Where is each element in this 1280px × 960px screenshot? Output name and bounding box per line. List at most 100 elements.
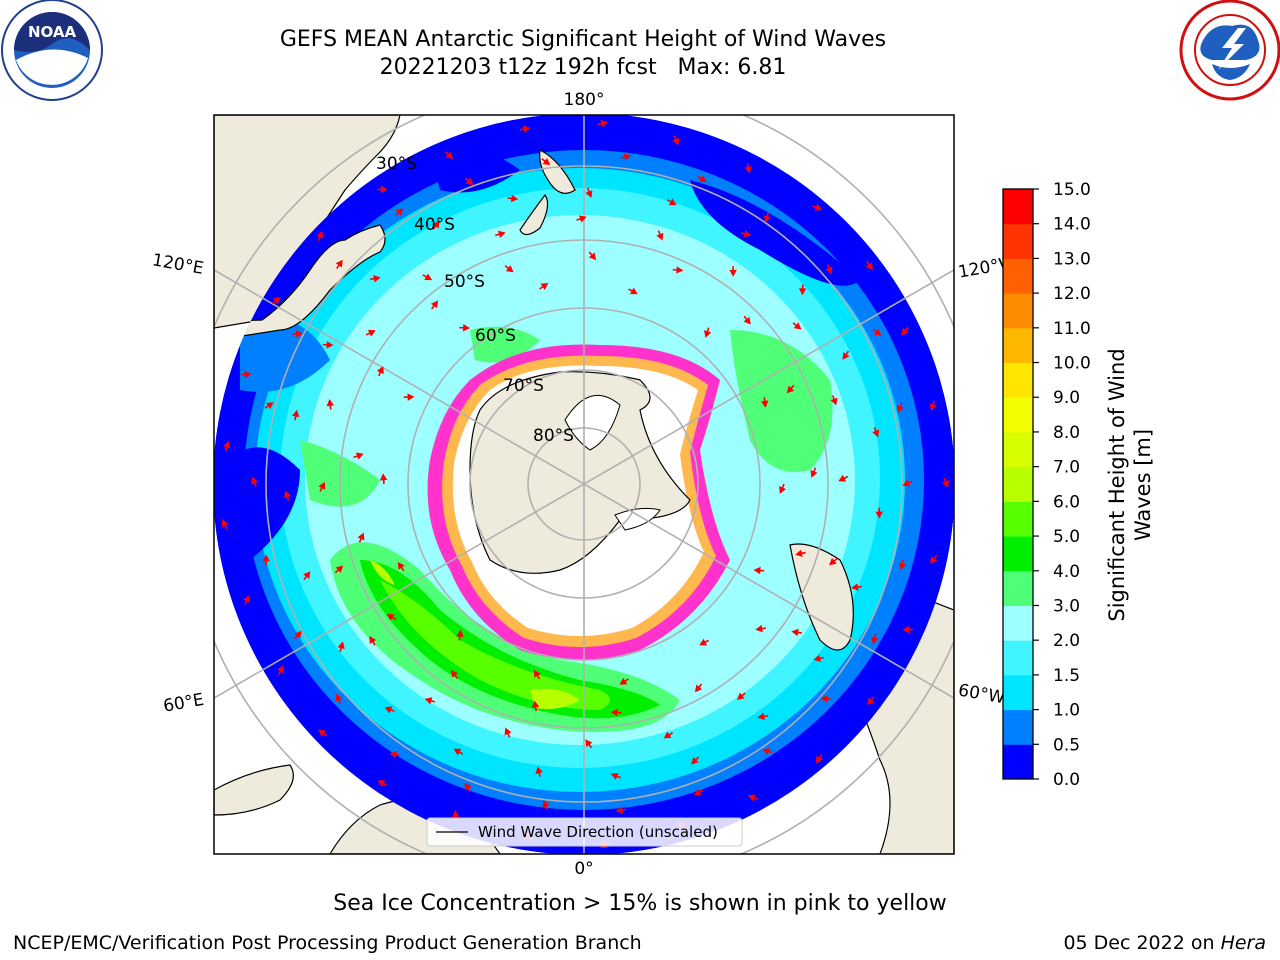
wave-arrow-head: [898, 562, 906, 571]
colorbar-ticks: 0.0 0.5 1.0 1.5 2.0 3.0 4.0 5.0 6.0 7.0 8.0 9.0 10.0…: [1033, 180, 1091, 790]
wave-arrow-head: [337, 641, 345, 650]
colorbar-segment: [1003, 570, 1033, 606]
colorbar-tick-label: 0.5: [1053, 735, 1080, 755]
wave-arrow-head: [386, 613, 395, 621]
wave-arrow-head: [355, 452, 364, 460]
wave-arrow-head: [326, 398, 334, 407]
colorbar-segment: [1003, 640, 1033, 676]
colorbar-tick-label: 12.0: [1053, 284, 1091, 304]
colorbar-tick-label: 1.0: [1053, 701, 1080, 721]
wave-arrow-head: [757, 712, 765, 721]
wave-arrow-head: [795, 549, 803, 557]
colorbar-segment: [1003, 258, 1033, 294]
wave-band-60: [530, 688, 580, 709]
colorbar-segment: [1003, 293, 1033, 329]
chart-title: GEFS MEAN Antarctic Significant Height o…: [279, 27, 887, 52]
wave-arrow-head: [373, 274, 381, 283]
wave-arrow-head: [335, 565, 344, 573]
wave-arrow-head: [456, 629, 464, 638]
wave-arrow-head: [830, 397, 838, 406]
map-frame: [213, 114, 955, 855]
wave-arrow-head: [277, 665, 284, 674]
wave-arrow-head: [842, 352, 850, 360]
wave-arrow-head: [453, 748, 462, 756]
colorbar-segment: [1003, 327, 1033, 364]
wave-arrow-head: [744, 166, 752, 174]
wave-arrow-head: [462, 324, 470, 332]
wave-arrow-head: [829, 557, 837, 566]
wave-arrow-head: [813, 654, 821, 663]
chart-subtitle: 20221203 t12z 192h fcst Max: 6.81: [379, 55, 787, 80]
wave-arrow-head: [668, 198, 677, 206]
wave-arrow-head: [691, 757, 699, 765]
noaa-logo-icon: NOAA: [1, 0, 103, 101]
wave-arrow-head: [698, 175, 707, 183]
lon-label-120e: 120°E: [151, 250, 205, 279]
colorbar-tick-label: 6.0: [1053, 492, 1080, 512]
colorbar-tick-label: 2.0: [1053, 631, 1080, 651]
wave-arrow-head: [464, 782, 472, 791]
wave-arrow-head: [793, 322, 802, 330]
wave-arrow-head: [753, 566, 761, 575]
wave-arrow-head: [676, 266, 684, 274]
wave-arrow-head: [445, 151, 454, 160]
wave-arrow-head: [318, 729, 326, 737]
wave-arrow-head: [896, 404, 904, 413]
wave-band-50: [380, 580, 610, 710]
wave-arrow-head: [578, 215, 587, 223]
lon-label-60w: 60°W: [957, 680, 1007, 708]
wave-arrow-head: [326, 341, 334, 349]
wave-arrow-head: [369, 636, 377, 644]
wave-arrow-head: [357, 532, 365, 541]
wave-arrow-head: [747, 794, 756, 802]
wave-arrow-head: [672, 137, 680, 146]
wind-wave-arrows: [221, 119, 949, 849]
wave-arrow-head: [630, 287, 638, 295]
lon-label-180: 180°: [564, 90, 605, 110]
wave-arrow-head: [533, 669, 541, 678]
colorbar-segment: [1003, 605, 1033, 641]
colorbar-tick-label: 5.0: [1053, 527, 1080, 547]
wave-arrow-head: [292, 409, 300, 418]
wave-arrow-head: [380, 185, 388, 194]
wave-arrow-head: [223, 440, 231, 449]
colorbar-tick-label: 3.0: [1053, 596, 1080, 616]
wave-arrow-head: [542, 157, 551, 166]
lon-label-0: 0°: [574, 859, 593, 879]
wave-arrow-head: [432, 220, 440, 229]
wave-arrow-head: [615, 806, 624, 814]
colorbar: [1003, 189, 1033, 780]
lon-label-60e: 60°E: [162, 690, 206, 717]
wave-arrow-head: [294, 630, 302, 639]
wave-arrow-head: [875, 511, 883, 519]
wave-arrow-head: [901, 327, 909, 336]
colorbar-tick-label: 14.0: [1053, 215, 1091, 235]
footer-branch: NCEP/EMC/Verification Post Processing Pr…: [13, 932, 642, 954]
wave-arrow-head: [283, 490, 292, 498]
footer-host: Hera: [1220, 932, 1266, 954]
wave-arrow-head: [699, 638, 708, 646]
wave-arrow-head: [244, 370, 252, 379]
wave-arrow-head: [296, 330, 303, 338]
colorbar-tick-label: 1.5: [1053, 666, 1080, 686]
wave-arrow-head: [902, 625, 910, 634]
wave-arrow-head: [376, 366, 384, 375]
wave-arrow-head: [736, 692, 745, 700]
wave-arrow-head: [873, 328, 882, 336]
wave-arrow-head: [265, 402, 274, 410]
wave-arrow-head: [221, 519, 229, 528]
lat-label-60s: 60°S: [475, 326, 516, 346]
wave-arrow-head: [452, 810, 460, 818]
wave-arrow-head: [542, 799, 550, 808]
wave-arrow-head: [798, 288, 807, 296]
wave-arrow-head: [825, 266, 833, 275]
noaa-logo-text: NOAA: [28, 23, 77, 41]
wave-arrow-head: [851, 583, 859, 591]
wave-arrow-head: [585, 190, 593, 198]
wave-arrow-head: [273, 297, 281, 305]
colorbar-frame: [1002, 188, 1034, 780]
wave-arrow-head: [424, 273, 433, 281]
colorbar-tick-label: 11.0: [1053, 319, 1091, 339]
wave-arrow-head: [743, 316, 751, 325]
